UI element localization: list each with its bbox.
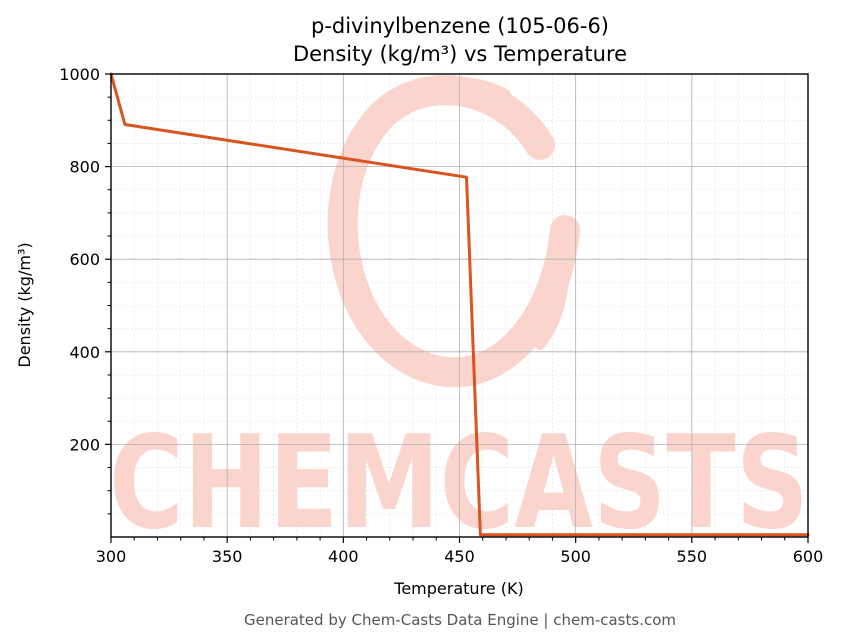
footer-credit: Generated by Chem-Casts Data Engine | ch… (244, 611, 676, 629)
chart-title-line-1: p-divinylbenzene (105-06-6) (311, 14, 609, 38)
x-tick-labels: 300 350 400 450 500 550 600 (96, 547, 824, 566)
x-tick-label: 600 (793, 547, 824, 566)
x-tick-label: 500 (560, 547, 591, 566)
y-tick-label: 400 (69, 343, 100, 362)
y-tick-labels: 200 400 600 800 1000 (59, 65, 100, 454)
x-tick-label: 450 (444, 547, 475, 566)
x-tick-label: 350 (212, 547, 243, 566)
axis-ticks (105, 73, 809, 543)
y-tick-label: 1000 (59, 65, 100, 84)
x-tick-label: 550 (677, 547, 708, 566)
watermark-text: CHEMCASTS (109, 409, 809, 558)
chart-title-line-2: Density (kg/m³) vs Temperature (293, 42, 627, 66)
chemcasts-watermark: CHEMCASTS (109, 75, 809, 558)
watermark-logo-swirl (327, 75, 580, 388)
x-axis-label: Temperature (K) (393, 579, 523, 598)
y-axis-label: Density (kg/m³) (15, 242, 34, 367)
x-tick-label: 300 (96, 547, 127, 566)
chart-title: p-divinylbenzene (105-06-6) Density (kg/… (293, 14, 627, 66)
series-layer (109, 72, 810, 537)
y-tick-label: 200 (69, 435, 100, 454)
x-tick-label: 400 (328, 547, 359, 566)
y-tick-label: 800 (69, 158, 100, 177)
y-tick-label: 600 (69, 250, 100, 269)
density-series-line (109, 72, 810, 537)
